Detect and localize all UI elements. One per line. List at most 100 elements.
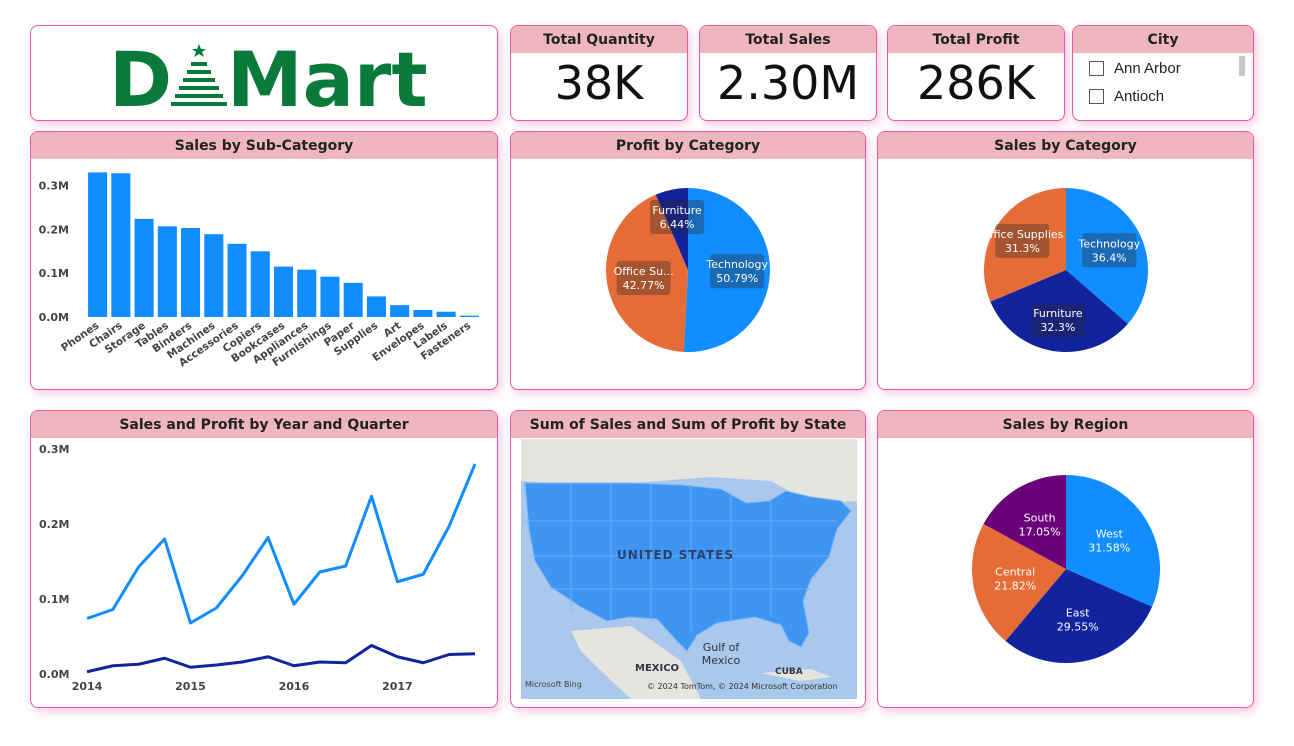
kpi-label: Total Sales [700,26,876,53]
pie-slice[interactable] [1005,569,1153,663]
y-tick-label: 0.3M [39,443,69,456]
kpi-value: 286K [917,56,1035,110]
slice-name-label: East [1066,606,1090,619]
slice-pct-label: 31.3% [1005,242,1040,255]
sales-profit-line-chart: 0.0M 0.1M 0.2M 0.3M 2014 2015 2016 2017 [39,443,477,693]
slice-pct-label: 42.77% [623,279,665,292]
bar[interactable] [273,266,294,317]
bar[interactable] [227,243,247,317]
bar[interactable] [390,305,410,317]
bar[interactable] [204,234,224,317]
chart-title: Sales by Sub-Category [31,132,497,159]
pie-slice[interactable] [984,188,1066,302]
bar[interactable] [413,309,433,317]
y-tick-label: 0.3M [39,180,69,193]
slice-pct-label: 31.58% [1088,542,1130,555]
bar[interactable] [459,315,479,317]
kpi-total-sales: Total Sales 2.30M [699,25,877,121]
bar[interactable] [134,218,154,317]
pie-slice[interactable] [1066,188,1148,324]
logo-letter-d: D [109,35,172,120]
logo-card: D Mart [30,25,498,121]
slice-pct-label: 6.44% [660,218,695,231]
slice-name-label: Furniture [1033,307,1083,320]
bar[interactable] [297,269,317,317]
logo-text-mart: Mart [227,35,428,120]
bar[interactable] [320,276,340,317]
slice-pct-label: 17.05% [1019,526,1061,539]
pie-slice[interactable] [683,188,771,352]
bar[interactable] [181,228,201,317]
mexico-land [571,626,701,699]
map-label-gulf: Gulf of Mexico [701,641,741,667]
data-label-box [1030,303,1085,338]
us-states-fill [524,482,852,652]
slice-name-label: Office Supplies [981,228,1063,241]
pie-slice[interactable] [1066,475,1160,607]
map-label-cuba: CUBA [775,667,803,677]
kpi-total-quantity: Total Quantity 38K [510,25,688,121]
slice-pct-label: 29.55% [1057,620,1099,633]
bar[interactable] [436,311,456,317]
pie-slice[interactable] [655,188,688,270]
pie-slice[interactable] [606,194,688,352]
chart-title: Profit by Category [511,132,865,159]
map-label-mexico: MEXICO [635,663,680,674]
slice-pct-label: 50.79% [716,272,758,285]
slice-name-label: Technology [705,258,768,271]
slice-name-label: Central [995,566,1035,579]
pie-slice[interactable] [983,475,1066,569]
series-line[interactable] [86,644,476,674]
sales-by-subcategory-chart: 0.0M0.1M0.2M0.3MPhonesChairsStorageTable… [39,172,479,369]
sales-by-category-card: Sales by Category Technology 36.4% Furnitu… [877,131,1254,390]
us-map[interactable] [511,411,865,707]
data-label-box [650,199,705,234]
slicer-scrollbar[interactable] [1239,56,1245,76]
bar[interactable] [111,173,131,317]
slice-name-label: South [1024,512,1056,525]
map-attribution-right: © 2024 TomTom, © 2024 Microsoft Corporat… [647,682,838,691]
slice-name-label: Furniture [652,204,702,217]
x-tick-label: 2015 [175,680,206,693]
bar[interactable] [366,296,386,317]
checkbox[interactable] [1089,60,1104,76]
data-label-box [1082,233,1137,268]
series-line[interactable] [86,463,477,625]
canada-land [521,439,857,503]
sales-by-subcategory-card: Sales by Sub-Category 0.0M 0.1M 0.2M 0.3M Ph… [30,131,498,390]
y-tick-label: 0.1M [39,593,69,606]
city-slicer-title: City [1073,26,1253,53]
y-tick-label: 0.2M [39,518,69,531]
bar[interactable] [343,282,363,317]
kpi-total-profit: Total Profit 286K [887,25,1065,121]
city-option-label: Ann Arbor [1114,59,1181,77]
bar[interactable] [250,251,270,317]
pie-slice[interactable] [972,523,1066,641]
slice-pct-label: 36.4% [1092,251,1127,264]
sales-by-region-card: Sales by Region West 31.58% East 29.55% Cent… [877,410,1254,708]
dmart-logo: D Mart [109,35,428,120]
bar[interactable] [88,172,108,317]
pie-slice[interactable] [990,270,1128,352]
kpi-value: 2.30M [716,56,860,110]
city-option-label: Antioch [1114,87,1165,105]
city-slicer: City Ann Arbor Antioch [1072,25,1254,121]
data-label-box [710,254,765,289]
city-option-ann-arbor[interactable]: Ann Arbor [1089,57,1181,79]
bar[interactable] [157,226,177,317]
state-map-card: Sum of Sales and Sum of Profit by State … [510,410,866,708]
city-option-antioch[interactable]: Antioch [1089,85,1164,107]
y-tick-label: 0.0M [39,668,69,681]
x-tick-label: 2017 [382,680,413,693]
map-attribution-left: Microsoft Bing [525,680,582,689]
tree-icon [171,44,227,106]
kpi-value: 38K [554,56,644,110]
data-label-box [995,223,1050,258]
chart-title: Sales by Region [878,411,1253,438]
x-tick-label: 2016 [279,680,310,693]
checkbox[interactable] [1089,88,1104,104]
slice-name-label: Office Su... [614,265,674,278]
